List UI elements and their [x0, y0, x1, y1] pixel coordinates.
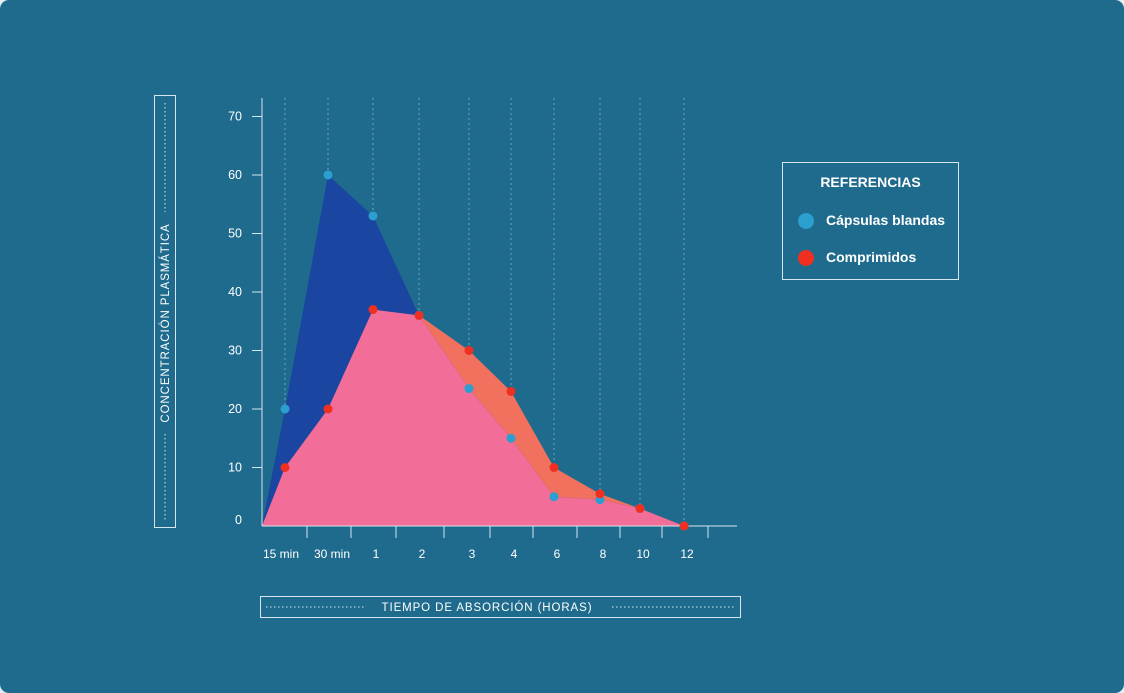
- point-comprimidos-7: [595, 489, 605, 499]
- legend-title: REFERENCIAS: [820, 174, 921, 190]
- point-capsulas-0: [280, 404, 290, 414]
- x-tick-label-4: 3: [469, 547, 476, 561]
- point-comprimidos-6: [549, 463, 559, 472]
- point-comprimidos-1: [323, 404, 333, 414]
- x-axis-title-box: TIEMPO DE ABSORCIÓN (HORAS): [260, 596, 741, 618]
- y-axis-title-box: CONCENTRACIÓN PLASMÁTICA: [154, 95, 176, 528]
- y-tick-label-50: 50: [228, 227, 242, 241]
- x-tick-label-1: 30 min: [314, 547, 350, 561]
- y-axis-label: CONCENTRACIÓN PLASMÁTICA: [159, 223, 172, 422]
- point-capsulas-4: [464, 384, 474, 394]
- point-capsulas-1: [323, 170, 333, 180]
- y-tick-label-60: 60: [228, 168, 242, 182]
- axes: [252, 98, 737, 538]
- x-tick-label-3: 2: [419, 547, 426, 561]
- point-comprimidos-5: [506, 386, 516, 396]
- point-comprimidos-3: [414, 310, 424, 320]
- data-points: [280, 170, 689, 531]
- x-tick-label-6: 6: [554, 547, 561, 561]
- x-tick-label-2: 1: [373, 547, 380, 561]
- series-areas: [262, 175, 684, 526]
- point-comprimidos-0: [280, 463, 290, 472]
- legend-swatch-comprimidos: [798, 250, 814, 266]
- y-tick-label-70: 70: [228, 110, 242, 124]
- x-tick-label-7: 8: [600, 547, 607, 561]
- point-capsulas-6: [549, 492, 559, 502]
- legend-label-capsulas: Cápsulas blandas: [826, 212, 946, 228]
- point-comprimidos-9: [679, 521, 689, 531]
- point-comprimidos-8: [635, 503, 645, 513]
- chart-legend: REFERENCIAS Cápsulas blandas Comprimidos: [782, 162, 959, 280]
- point-comprimidos-2: [368, 305, 378, 315]
- x-axis-label: TIEMPO DE ABSORCIÓN (HORAS): [382, 601, 593, 614]
- y-tick-label-20: 20: [228, 402, 242, 416]
- x-tick-label-9: 12: [680, 547, 694, 561]
- point-comprimidos-4: [464, 346, 474, 355]
- y-tick-label-30: 30: [228, 344, 242, 358]
- legend-swatch-capsulas: [798, 213, 814, 229]
- y-tick-label-10: 10: [228, 461, 242, 475]
- x-tick-label-0: 15 min: [263, 547, 299, 561]
- legend-label-comprimidos: Comprimidos: [826, 249, 917, 265]
- x-tick-label-8: 10: [636, 547, 650, 561]
- point-capsulas-5: [506, 433, 516, 443]
- y-tick-label-40: 40: [228, 285, 242, 299]
- area-overlap: [262, 309, 684, 526]
- x-tick-label-5: 4: [511, 547, 518, 561]
- y-tick-label-0: 0: [235, 513, 242, 527]
- point-capsulas-2: [368, 211, 378, 221]
